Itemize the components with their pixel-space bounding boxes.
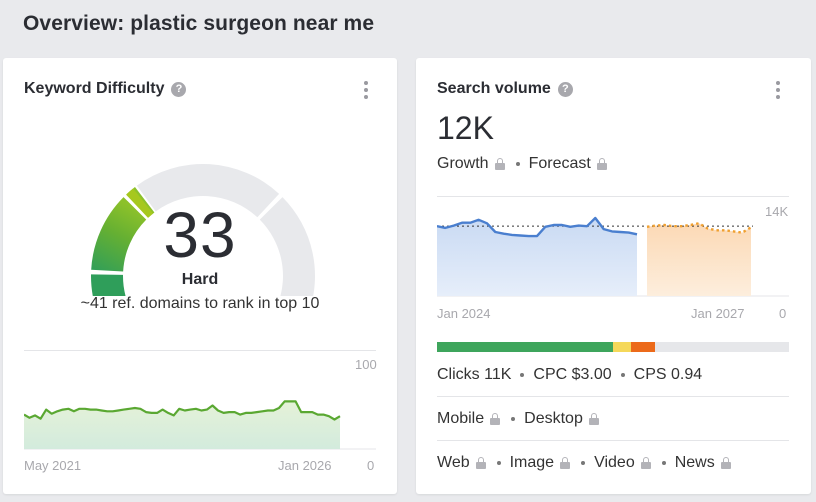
keyword-difficulty-card: Keyword Difficulty ? 33 Hard ~41 ref. do…	[3, 58, 397, 494]
kd-label: Hard	[181, 271, 219, 288]
question-circle-icon[interactable]: ?	[557, 81, 573, 97]
search-volume-value: 12K	[437, 110, 494, 146]
page-title: Overview: plastic surgeon near me	[23, 12, 375, 35]
kd-card-header: Keyword Difficulty ?	[24, 80, 187, 98]
growth-forecast-row: Growth Forecast	[437, 155, 609, 173]
intent-segment-yellow[interactable]	[613, 342, 631, 352]
sv-chart-top-gridline	[437, 196, 789, 197]
sv-x-end-label: Jan 2027	[691, 306, 745, 321]
lock-icon	[720, 457, 731, 469]
separator-dot	[620, 373, 625, 377]
desktop-label[interactable]: Desktop	[524, 410, 583, 427]
separator-dot	[515, 162, 520, 166]
divider	[437, 440, 789, 441]
sv-history-forecast-chart	[437, 216, 789, 297]
sv-title: Search volume	[437, 80, 551, 97]
divider	[437, 396, 789, 397]
kd-x-end-label: Jan 2026	[278, 458, 332, 473]
metrics-row: Clicks 11K CPC $3.00 CPS 0.94	[437, 366, 702, 384]
mobile-label[interactable]: Mobile	[437, 410, 485, 427]
growth-label[interactable]: Growth	[437, 155, 489, 172]
lock-icon	[560, 457, 571, 469]
kd-x-start-label: May 2021	[24, 458, 82, 473]
kebab-menu-icon[interactable]	[363, 81, 369, 99]
separator-dot	[661, 461, 666, 465]
kd-chart-top-gridline	[24, 350, 376, 351]
sv-y-max-label: 14K	[765, 204, 789, 219]
lock-icon	[596, 158, 607, 170]
kd-title: Keyword Difficulty	[24, 80, 165, 97]
intent-segment-green[interactable]	[437, 342, 613, 352]
devices-row: Mobile Desktop	[437, 410, 601, 428]
intent-distribution-bar[interactable]	[437, 342, 789, 352]
lock-icon	[475, 457, 486, 469]
web-label[interactable]: Web	[437, 454, 470, 471]
sv-x-start-label: Jan 2024	[437, 306, 491, 321]
kd-history-chart	[24, 400, 376, 450]
kd-score: 33	[163, 199, 237, 271]
lock-icon	[490, 413, 501, 425]
kd-y-min-label: 0	[367, 458, 375, 473]
news-label[interactable]: News	[674, 454, 715, 471]
separator-dot	[520, 373, 525, 377]
sv-card-header: Search volume ?	[437, 80, 573, 98]
kebab-menu-icon[interactable]	[775, 81, 781, 99]
kd-subtitle: ~41 ref. domains to rank in top 10	[80, 295, 320, 312]
search-volume-card: Search volume ? 12K Growth Forecast 14K	[416, 58, 811, 494]
cps-metric: CPS 0.94	[633, 366, 703, 383]
lock-icon	[494, 158, 505, 170]
forecast-label[interactable]: Forecast	[528, 155, 591, 172]
serp-types-row: Web Image Video News	[437, 454, 733, 472]
lock-icon	[640, 457, 651, 469]
kd-y-max-label: 100	[355, 357, 377, 372]
image-label[interactable]: Image	[509, 454, 555, 471]
cpc-metric: CPC $3.00	[533, 366, 612, 383]
gauge-arcs	[91, 163, 315, 296]
sv-y-min-label: 0	[779, 306, 787, 321]
separator-dot	[581, 461, 586, 465]
video-label[interactable]: Video	[594, 454, 635, 471]
separator-dot	[496, 461, 501, 465]
question-circle-icon[interactable]: ?	[171, 81, 187, 97]
separator-dot	[511, 417, 516, 421]
clicks-metric: Clicks 11K	[437, 366, 512, 383]
kd-gauge	[91, 163, 315, 296]
lock-icon	[588, 413, 599, 425]
intent-segment-orange[interactable]	[630, 342, 656, 352]
